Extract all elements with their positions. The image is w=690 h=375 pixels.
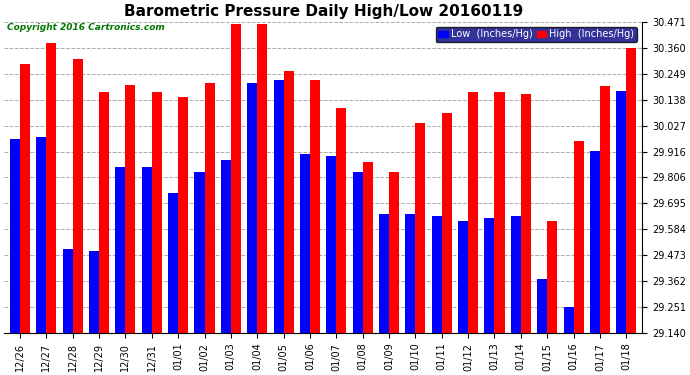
Bar <box>141 167 152 333</box>
Bar <box>115 167 126 333</box>
Bar <box>37 136 46 333</box>
Bar <box>326 156 336 333</box>
Bar <box>204 83 215 333</box>
Bar <box>573 141 584 333</box>
Bar <box>152 92 162 333</box>
Bar <box>336 108 346 333</box>
Bar <box>247 83 257 333</box>
Bar <box>273 80 284 333</box>
Bar <box>257 24 267 333</box>
Title: Barometric Pressure Daily High/Low 20160119: Barometric Pressure Daily High/Low 20160… <box>124 4 523 19</box>
Bar <box>547 221 558 333</box>
Bar <box>126 85 135 333</box>
Bar <box>468 92 478 333</box>
Bar <box>168 193 178 333</box>
Bar <box>627 48 636 333</box>
Bar <box>20 64 30 333</box>
Bar <box>495 92 504 333</box>
Bar <box>63 249 72 333</box>
Bar <box>353 172 363 333</box>
Bar <box>406 214 415 333</box>
Bar <box>46 43 57 333</box>
Bar <box>458 221 468 333</box>
Bar <box>521 94 531 333</box>
Bar <box>231 24 241 333</box>
Text: Copyright 2016 Cartronics.com: Copyright 2016 Cartronics.com <box>8 23 165 32</box>
Bar <box>432 216 442 333</box>
Bar <box>99 92 109 333</box>
Bar <box>10 139 20 333</box>
Bar <box>178 97 188 333</box>
Bar <box>590 151 600 333</box>
Bar <box>379 214 389 333</box>
Bar <box>300 154 310 333</box>
Bar <box>538 279 547 333</box>
Bar <box>284 71 294 333</box>
Bar <box>221 160 231 333</box>
Bar <box>600 86 610 333</box>
Bar <box>389 172 399 333</box>
Bar <box>195 172 204 333</box>
Bar <box>484 218 495 333</box>
Bar <box>415 123 426 333</box>
Bar <box>616 91 627 333</box>
Bar <box>564 307 573 333</box>
Bar <box>310 80 320 333</box>
Bar <box>511 216 521 333</box>
Bar <box>72 59 83 333</box>
Bar <box>442 113 452 333</box>
Bar <box>363 162 373 333</box>
Legend: Low  (Inches/Hg), High  (Inches/Hg): Low (Inches/Hg), High (Inches/Hg) <box>435 27 638 42</box>
Bar <box>89 251 99 333</box>
